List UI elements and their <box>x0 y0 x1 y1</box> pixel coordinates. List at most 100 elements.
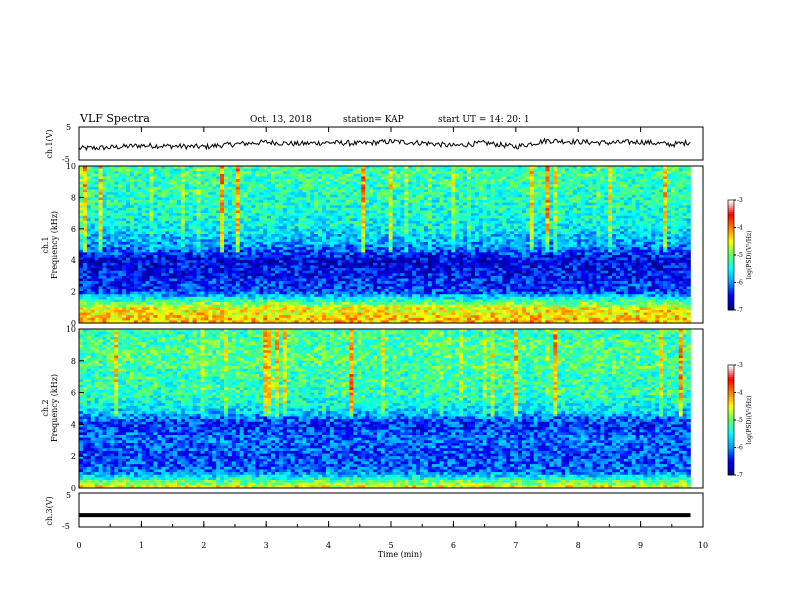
spectrogram-cell <box>271 207 276 211</box>
spectrogram-cell <box>94 234 99 237</box>
spectrogram-cell <box>263 309 268 313</box>
spectrogram-cell <box>196 291 201 295</box>
spectrogram-cell <box>267 320 272 324</box>
spectrogram-cell <box>114 249 119 253</box>
spectrogram-cell <box>137 260 143 264</box>
spectrogram-cell <box>126 268 131 271</box>
spectrogram-cell <box>196 273 201 277</box>
spectrogram-cell <box>216 200 221 203</box>
spectrogram-cell <box>373 312 378 316</box>
spectrogram-cell <box>267 194 272 198</box>
spectrogram-cell <box>286 320 291 324</box>
spectrogram-cell <box>235 288 241 292</box>
spectrogram-cell <box>173 278 178 282</box>
spectrogram-cell <box>153 184 158 188</box>
spectrogram-cell <box>180 176 186 180</box>
spectrogram-cell <box>149 171 154 175</box>
spectrogram-cell <box>365 307 370 311</box>
spectrogram-cell <box>133 320 139 324</box>
spectrogram-cell <box>243 171 248 175</box>
spectrogram-cell <box>98 275 103 279</box>
spectrogram-cell <box>94 166 99 169</box>
spectrogram-cell <box>376 286 382 290</box>
spectrogram-cell <box>192 205 197 209</box>
spectrogram-cell <box>333 205 339 209</box>
spectrogram-cell <box>90 239 95 243</box>
spectrogram-cell <box>251 257 256 261</box>
spectrogram-cell <box>161 181 166 185</box>
spectrogram-cell <box>373 207 378 211</box>
spectrogram-cell <box>129 278 135 282</box>
spectrogram-cell <box>263 315 268 319</box>
spectrogram-cell <box>137 302 143 305</box>
spectrogram-cell <box>110 220 115 224</box>
spectrogram-cell <box>310 315 315 319</box>
spectrogram-cell <box>255 286 260 290</box>
spectrogram-cell <box>122 254 127 258</box>
spectrogram-cell <box>188 192 193 196</box>
spectrogram-cell <box>106 249 111 253</box>
spectrogram-cell <box>169 307 174 311</box>
spectrogram-cell <box>122 213 127 217</box>
spectrogram-cell <box>306 291 311 295</box>
spectrogram-cell <box>118 186 123 190</box>
spectrogram-cell <box>224 288 229 292</box>
spectrogram-cell <box>165 307 170 311</box>
spectrogram-cell <box>177 320 182 324</box>
spectrogram-cell <box>204 309 209 313</box>
spectrogram-cell <box>235 265 241 269</box>
spectrogram-cell <box>325 210 331 214</box>
spectrogram-cell <box>141 249 146 253</box>
spectrogram-cell <box>86 218 92 222</box>
spectrogram-cell <box>263 166 268 169</box>
spectrogram-cell <box>239 294 244 298</box>
spectrogram-cell <box>118 268 123 271</box>
spectrogram-cell <box>322 288 327 292</box>
spectrogram-cell <box>224 270 229 274</box>
spectrogram-cell <box>259 194 264 198</box>
spectrogram-cell <box>396 241 401 245</box>
spectrogram-cell <box>227 294 233 298</box>
spectrogram-cell <box>216 268 221 271</box>
spectrogram-cell <box>267 179 272 182</box>
spectrogram-cell <box>149 166 154 169</box>
spectrogram-cell <box>267 218 272 222</box>
spectrogram-cell <box>380 184 386 188</box>
spectrogram-cell <box>384 260 389 264</box>
spectrogram-cell <box>361 168 366 172</box>
spectrogram-cell <box>322 247 327 251</box>
spectrogram-cell <box>188 205 193 209</box>
spectrogram-cell <box>141 186 146 190</box>
spectrogram-cell <box>290 254 295 258</box>
spectrogram-cell <box>290 320 295 324</box>
spectrogram-cell <box>369 181 374 185</box>
spectrogram-cell <box>224 171 229 175</box>
spectrogram-cell <box>98 249 103 253</box>
spectrogram-cell <box>318 205 323 209</box>
spectrogram-cell <box>396 317 401 321</box>
spectrogram-cell <box>133 220 139 224</box>
spectrogram-cell <box>200 257 205 261</box>
spectrogram-cell <box>396 179 401 182</box>
spectrogram-cell <box>404 176 409 180</box>
spectrogram-cell <box>98 239 103 243</box>
spectrogram-cell <box>310 302 315 305</box>
spectrogram-cell <box>231 220 237 224</box>
spectrogram-cell <box>141 304 146 308</box>
spectrogram-cell <box>216 265 221 269</box>
spectrogram-cell <box>165 213 170 217</box>
spectrogram-cell <box>82 215 88 219</box>
spectrogram-cell <box>357 192 362 196</box>
spectrogram-cell <box>275 186 280 190</box>
spectrogram-cell <box>149 236 154 240</box>
spectrogram-cell <box>90 194 95 198</box>
spectrogram-cell <box>384 273 389 277</box>
spectrogram-cell <box>267 273 272 277</box>
spectrogram-cell <box>227 260 233 264</box>
spectrogram-cell <box>294 166 299 169</box>
spectrogram-cell <box>220 181 225 185</box>
spectrogram-cell <box>369 239 374 243</box>
spectrogram-cell <box>392 273 397 277</box>
spectrogram-cell <box>373 213 378 217</box>
spectrogram-cell <box>141 176 146 180</box>
